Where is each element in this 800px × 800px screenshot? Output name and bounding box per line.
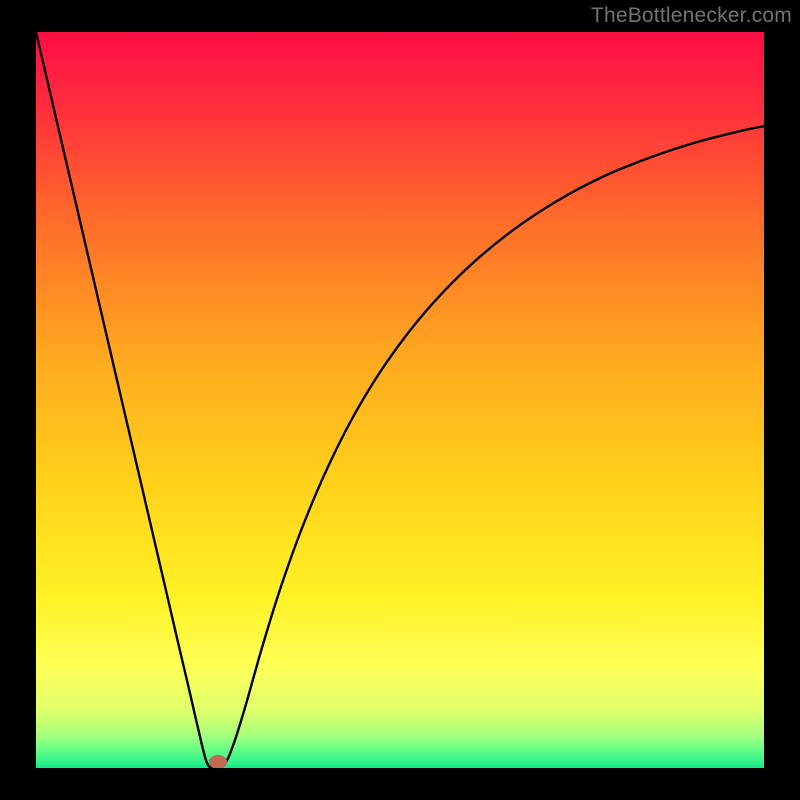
optimal-point-marker <box>209 755 227 768</box>
plot-area <box>36 32 764 768</box>
chart-frame: TheBottlenecker.com <box>0 0 800 800</box>
curve-path <box>36 32 764 768</box>
watermark-text: TheBottlenecker.com <box>591 4 792 28</box>
bottleneck-curve <box>36 32 764 768</box>
